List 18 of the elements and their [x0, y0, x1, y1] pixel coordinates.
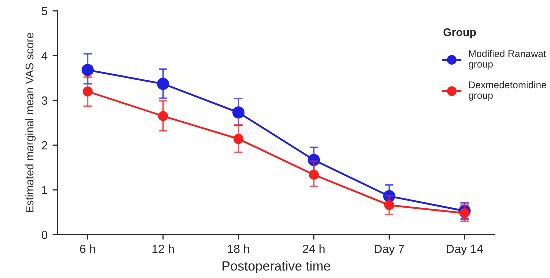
y-tick-label: 5: [42, 7, 48, 16]
y-tick-label: 1: [42, 186, 48, 194]
point: [384, 200, 394, 210]
y-tick-label: 0: [42, 230, 48, 240]
legend-title: Group: [444, 28, 476, 39]
x-axis-title: Postoperative time: [222, 261, 330, 274]
legend-label: Modified Ranawat group: [468, 50, 546, 70]
legend-label: Dexmedetomidine group: [468, 81, 546, 101]
x-tick-label: 6 h: [80, 244, 96, 254]
x-tick-label: Day 14: [447, 245, 484, 256]
y-tick-label: 4: [42, 52, 48, 60]
y-axis-title: Estimated marginal mean VAS score: [26, 33, 36, 212]
y-tick-label: 2: [42, 141, 48, 150]
x-tick-label: Day 7: [375, 245, 404, 256]
x-tick-label: 12 h: [152, 244, 174, 254]
y-tick-label: 3: [42, 96, 48, 106]
x-tick-label: 24 h: [303, 244, 325, 254]
x-tick-label: 18 h: [228, 244, 250, 254]
